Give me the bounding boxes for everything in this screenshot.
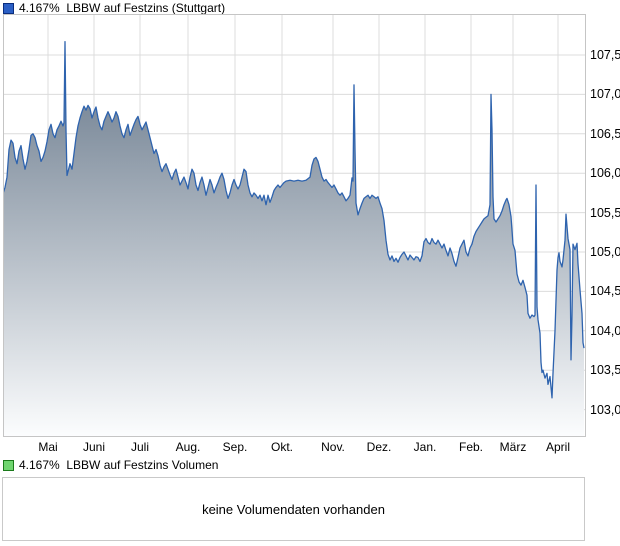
volume-empty-message: keine Volumendaten vorhanden <box>202 501 385 517</box>
price-area-chart <box>3 14 586 437</box>
x-axis-label: Juli <box>130 440 150 454</box>
y-axis-label: 103,0 <box>590 402 620 417</box>
x-axis-label: März <box>499 440 527 454</box>
y-axis-label: 107,5 <box>590 47 620 62</box>
volume-legend-swatch <box>3 460 14 471</box>
x-axis-label: Juni <box>82 440 106 454</box>
y-axis-label: 106,0 <box>590 166 620 181</box>
price-legend: 4.167% LBBW auf Festzins (Stuttgart) <box>3 2 225 15</box>
x-axis-label: Sep. <box>222 440 248 454</box>
y-axis-label: 105,0 <box>590 244 620 259</box>
x-axis-label: Aug. <box>175 440 201 454</box>
plot-border <box>3 14 586 437</box>
y-axis-label: 106,5 <box>590 126 620 141</box>
x-axis-label: April <box>545 440 571 454</box>
y-axis-label: 107,0 <box>590 87 620 102</box>
x-axis-label: Jan. <box>413 440 437 454</box>
price-legend-swatch <box>3 3 14 14</box>
volume-chart-title: 4.167% LBBW auf Festzins Volumen <box>19 458 219 472</box>
y-axis-label: 103,5 <box>590 363 620 378</box>
y-axis-label: 104,0 <box>590 323 620 338</box>
x-axis-label: Dez. <box>366 440 392 454</box>
x-axis-label: Feb. <box>458 440 484 454</box>
price-chart-title: 4.167% LBBW auf Festzins (Stuttgart) <box>19 1 226 15</box>
x-axis-label: Okt. <box>270 440 294 454</box>
y-axis-label: 104,5 <box>590 284 620 299</box>
price-area-fill <box>3 41 584 437</box>
x-axis-label: Mai <box>38 440 58 454</box>
y-axis-label: 105,5 <box>590 205 620 220</box>
price-chart-plot-area[interactable] <box>3 14 586 437</box>
x-axis-label: Nov. <box>321 440 345 454</box>
price-line <box>3 40 585 399</box>
volume-empty-panel: keine Volumendaten vorhanden <box>2 477 585 541</box>
volume-legend: 4.167% LBBW auf Festzins Volumen <box>3 459 218 472</box>
